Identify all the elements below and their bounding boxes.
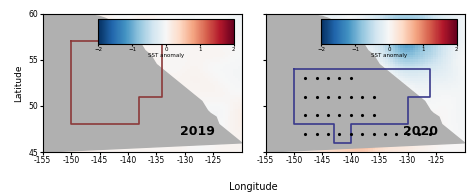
Polygon shape xyxy=(43,14,242,152)
Text: 2019: 2019 xyxy=(181,125,215,138)
Text: Longitude: Longitude xyxy=(229,182,278,192)
Text: 2020: 2020 xyxy=(403,125,438,138)
Y-axis label: Latitude: Latitude xyxy=(14,64,23,102)
Polygon shape xyxy=(265,14,465,152)
